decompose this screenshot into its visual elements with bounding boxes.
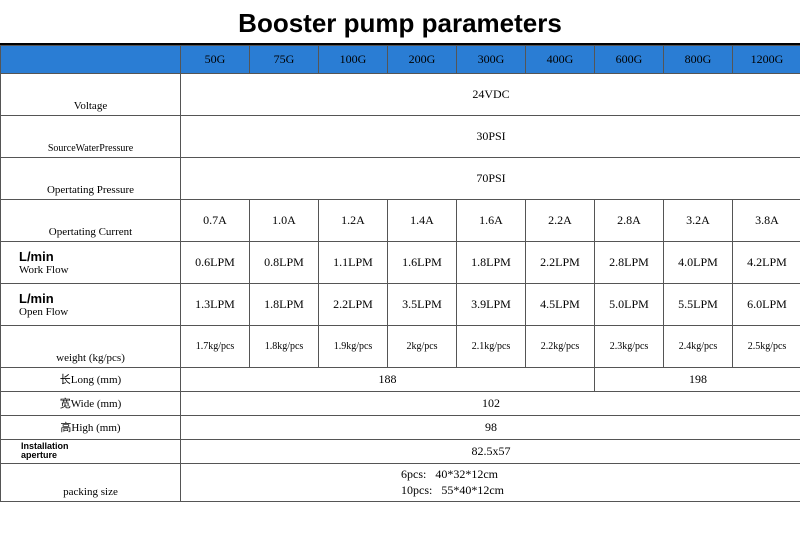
value-packing: 6pcs: 40*32*12cm 10pcs: 55*40*12cm [181, 464, 800, 502]
cell-weight: 2.2kg/pcs [526, 326, 595, 368]
row-voltage: Voltage 24VDC [1, 74, 800, 116]
parameters-table: 50G 75G 100G 200G 300G 400G 600G 800G 12… [0, 45, 800, 502]
value-source-pressure: 30PSI [181, 116, 800, 158]
value-voltage: 24VDC [181, 74, 800, 116]
col-header: 75G [250, 46, 319, 74]
label-source-pressure: SourceWaterPressure [1, 116, 181, 158]
cell-workflow: 2.8LPM [595, 242, 664, 284]
label-workflow: L/min Work Flow [1, 242, 181, 284]
col-header: 400G [526, 46, 595, 74]
cell-weight: 1.8kg/pcs [250, 326, 319, 368]
row-packing: packing size 6pcs: 40*32*12cm 10pcs: 55*… [1, 464, 800, 502]
label-weight: weight (kg/pcs) [1, 326, 181, 368]
cell-weight: 2.3kg/pcs [595, 326, 664, 368]
label-lmin: L/min [19, 249, 54, 264]
col-header: 300G [457, 46, 526, 74]
cell-workflow: 1.8LPM [457, 242, 526, 284]
cell-workflow: 1.6LPM [388, 242, 457, 284]
header-blank [1, 46, 181, 74]
row-wide: 宽Wide (mm) 102 [1, 392, 800, 416]
value-long-1: 188 [181, 368, 595, 392]
cell-openflow: 3.5LPM [388, 284, 457, 326]
col-header: 800G [664, 46, 733, 74]
cell-current: 2.2A [526, 200, 595, 242]
col-header: 100G [319, 46, 388, 74]
packing-line1: 6pcs: 40*32*12cm [401, 467, 498, 481]
col-header: 600G [595, 46, 664, 74]
row-install: Installationaperture 82.5x57 [1, 440, 800, 464]
label-wide: 宽Wide (mm) [1, 392, 181, 416]
row-high: 高High (mm) 98 [1, 416, 800, 440]
header-row: 50G 75G 100G 200G 300G 400G 600G 800G 12… [1, 46, 800, 74]
cell-current: 3.8A [733, 200, 800, 242]
label-lmin: L/min [19, 291, 54, 306]
cell-workflow: 4.0LPM [664, 242, 733, 284]
row-long: 长Long (mm) 188 198 [1, 368, 800, 392]
label-openflow: L/min Open Flow [1, 284, 181, 326]
value-wide: 102 [181, 392, 800, 416]
col-header: 1200G [733, 46, 800, 74]
cell-openflow: 1.3LPM [181, 284, 250, 326]
label-install: Installationaperture [1, 440, 181, 464]
cell-openflow: 2.2LPM [319, 284, 388, 326]
cell-openflow: 3.9LPM [457, 284, 526, 326]
cell-weight: 2.5kg/pcs [733, 326, 800, 368]
row-openflow: L/min Open Flow 1.3LPM 1.8LPM 2.2LPM 3.5… [1, 284, 800, 326]
cell-openflow: 5.5LPM [664, 284, 733, 326]
cell-weight: 2.1kg/pcs [457, 326, 526, 368]
label-openflow-sub: Open Flow [19, 306, 68, 318]
col-header: 50G [181, 46, 250, 74]
packing-line2: 10pcs: 55*40*12cm [401, 483, 504, 497]
cell-openflow: 5.0LPM [595, 284, 664, 326]
row-current: Opertating Current 0.7A 1.0A 1.2A 1.4A 1… [1, 200, 800, 242]
page-container: Booster pump parameters 50G 75G 100G 200… [0, 0, 800, 536]
row-workflow: L/min Work Flow 0.6LPM 0.8LPM 1.1LPM 1.6… [1, 242, 800, 284]
label-voltage: Voltage [1, 74, 181, 116]
cell-openflow: 6.0LPM [733, 284, 800, 326]
label-workflow-sub: Work Flow [19, 264, 69, 276]
cell-current: 1.6A [457, 200, 526, 242]
cell-weight: 1.7kg/pcs [181, 326, 250, 368]
cell-current: 0.7A [181, 200, 250, 242]
label-current: Opertating Current [1, 200, 181, 242]
cell-workflow: 0.8LPM [250, 242, 319, 284]
value-long-2: 198 [595, 368, 800, 392]
cell-workflow: 1.1LPM [319, 242, 388, 284]
value-op-pressure: 70PSI [181, 158, 800, 200]
page-title: Booster pump parameters [0, 0, 800, 45]
cell-workflow: 2.2LPM [526, 242, 595, 284]
row-source-pressure: SourceWaterPressure 30PSI [1, 116, 800, 158]
cell-current: 1.2A [319, 200, 388, 242]
cell-weight: 2kg/pcs [388, 326, 457, 368]
label-op-pressure: Opertating Pressure [1, 158, 181, 200]
row-weight: weight (kg/pcs) 1.7kg/pcs 1.8kg/pcs 1.9k… [1, 326, 800, 368]
cell-openflow: 4.5LPM [526, 284, 595, 326]
label-high: 高High (mm) [1, 416, 181, 440]
row-op-pressure: Opertating Pressure 70PSI [1, 158, 800, 200]
value-high: 98 [181, 416, 800, 440]
label-packing: packing size [1, 464, 181, 502]
cell-workflow: 0.6LPM [181, 242, 250, 284]
cell-current: 1.0A [250, 200, 319, 242]
cell-weight: 2.4kg/pcs [664, 326, 733, 368]
cell-current: 3.2A [664, 200, 733, 242]
value-install: 82.5x57 [181, 440, 800, 464]
cell-weight: 1.9kg/pcs [319, 326, 388, 368]
cell-current: 2.8A [595, 200, 664, 242]
cell-openflow: 1.8LPM [250, 284, 319, 326]
col-header: 200G [388, 46, 457, 74]
cell-workflow: 4.2LPM [733, 242, 800, 284]
label-long: 长Long (mm) [1, 368, 181, 392]
cell-current: 1.4A [388, 200, 457, 242]
